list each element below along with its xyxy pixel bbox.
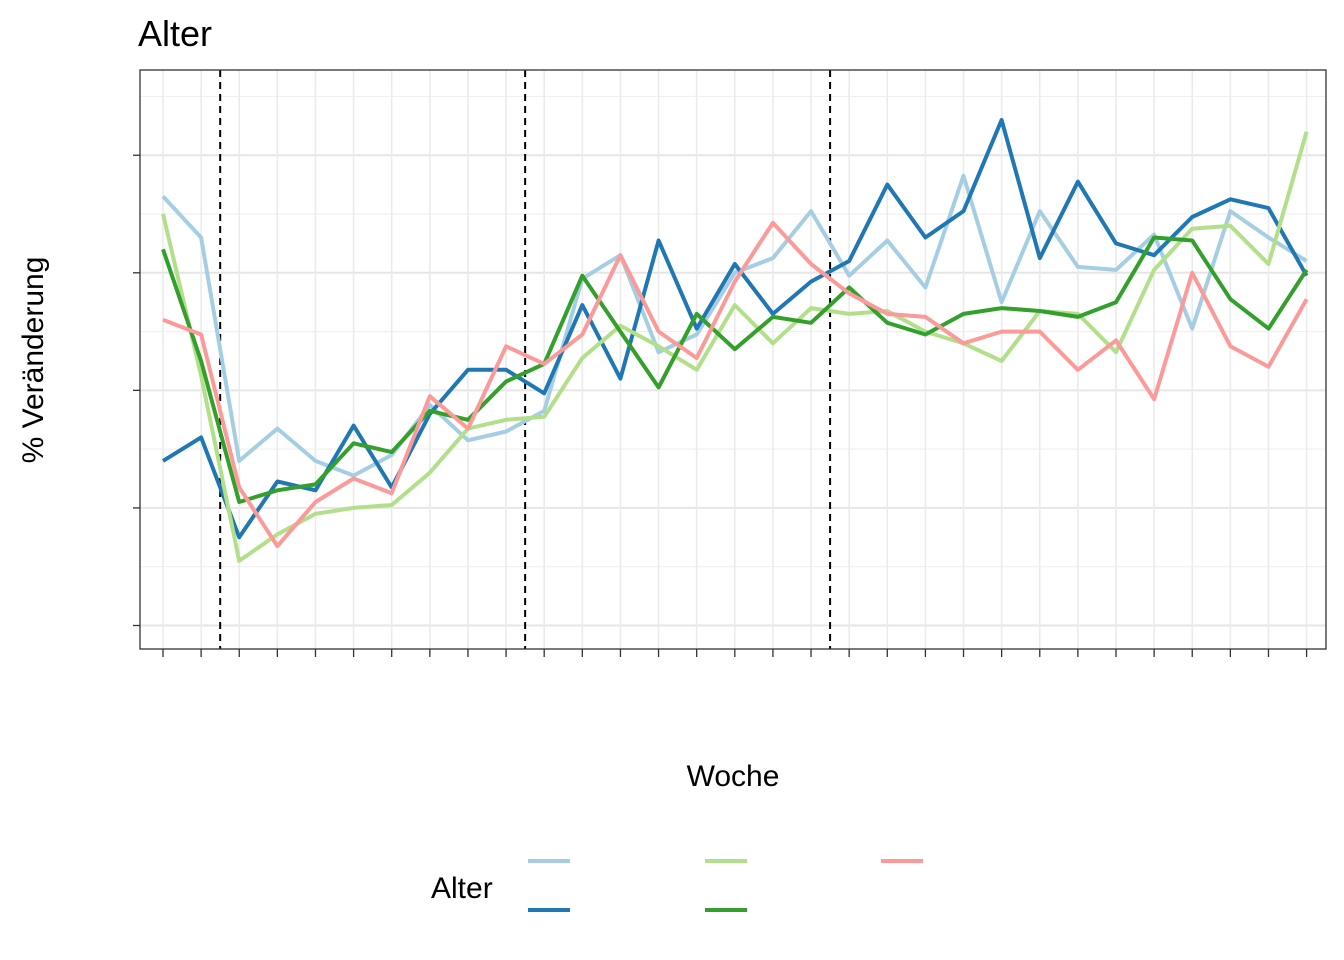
series-lines [161,118,1309,563]
grid-lines [140,70,1326,649]
series-line [161,131,1309,563]
legend: Alter [431,859,923,912]
series-line [162,220,1309,549]
legend-title: Alter [431,872,493,905]
series-line [161,118,1309,540]
x-axis-title: Woche [687,760,780,793]
y-axis-title: % Veränderung [17,257,50,464]
panel-border [139,69,1327,650]
annotations [219,70,832,649]
chart-title: Alter [138,13,212,54]
x-axis [162,649,1308,657]
series-line [161,173,1308,478]
y-axis [133,154,140,627]
series-line [161,235,1309,504]
